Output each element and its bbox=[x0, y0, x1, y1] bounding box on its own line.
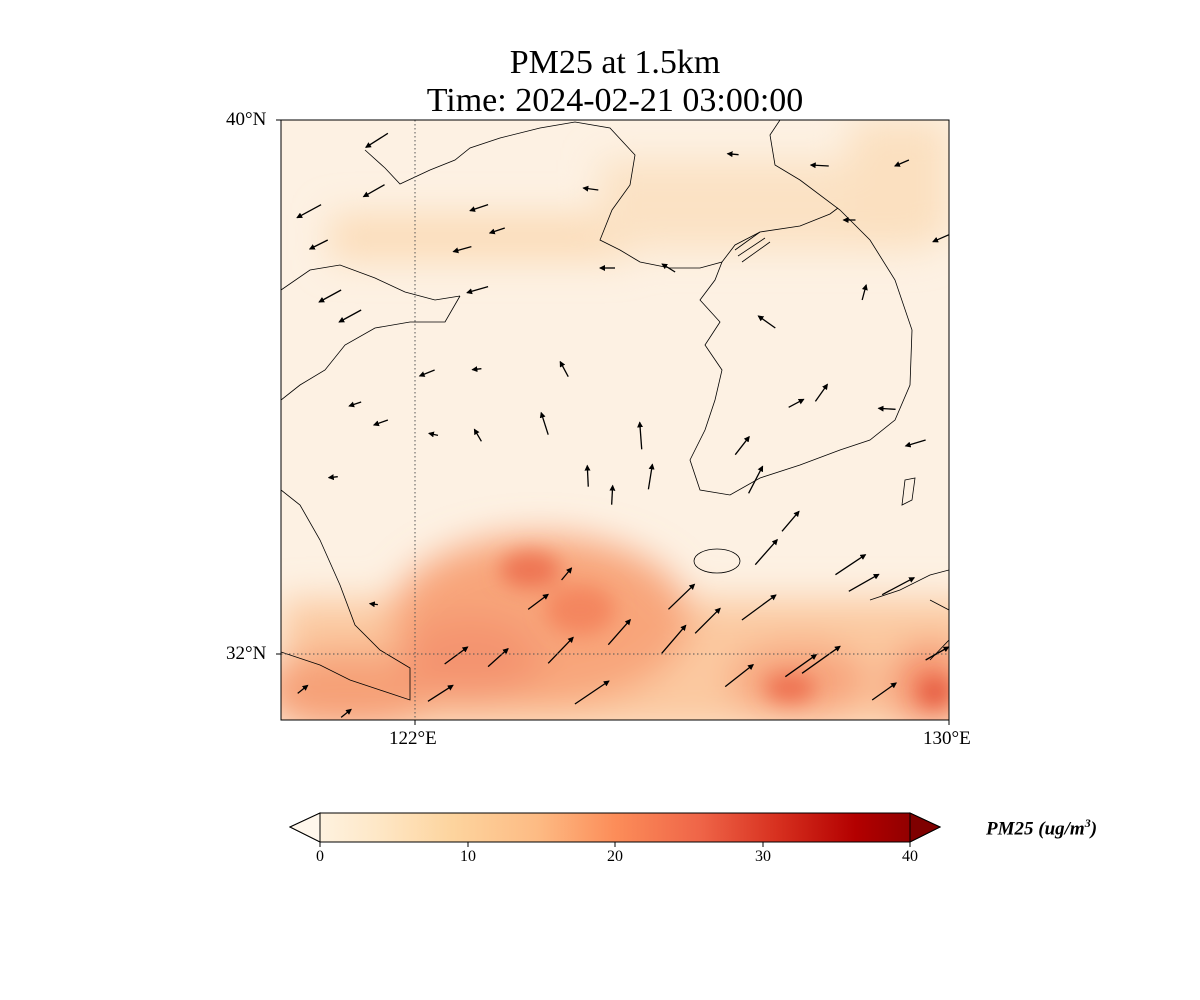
wind-arrow bbox=[308, 239, 329, 250]
wind-vectors bbox=[296, 132, 949, 718]
wind-arrow bbox=[527, 593, 549, 610]
wind-arrow bbox=[584, 464, 591, 487]
wind-arrow bbox=[296, 204, 322, 219]
map-frame bbox=[280, 119, 950, 721]
wind-arrow bbox=[418, 369, 435, 377]
wind-arrow bbox=[784, 654, 818, 678]
lon-tick-130e: 130°E bbox=[923, 728, 971, 749]
wind-arrow bbox=[734, 435, 750, 456]
wind-arrow bbox=[327, 474, 338, 481]
wind-arrow bbox=[559, 360, 569, 377]
wind-arrow bbox=[814, 383, 828, 402]
colorbar-label-close: ) bbox=[1090, 818, 1098, 840]
wind-arrow bbox=[607, 618, 631, 646]
wind-arrow bbox=[368, 601, 378, 608]
wind-arrow bbox=[694, 607, 721, 634]
wind-arrow bbox=[724, 664, 755, 688]
lat-tick-40n: 40°N bbox=[226, 109, 267, 130]
lat-tick-32n: 32°N bbox=[226, 643, 267, 664]
colorbar-tick-label: 10 bbox=[460, 848, 476, 865]
colorbar bbox=[288, 812, 942, 847]
colorbar-tick-label: 0 bbox=[316, 848, 324, 865]
wind-arrow bbox=[539, 411, 549, 435]
wind-arrow bbox=[561, 567, 573, 581]
wind-arrow bbox=[466, 286, 489, 295]
plot-subtitle: Time: 2024-02-21 03:00:00 bbox=[426, 82, 804, 119]
wind-arrow bbox=[365, 132, 389, 148]
wind-arrow bbox=[318, 289, 342, 303]
wind-arrow bbox=[877, 405, 896, 412]
wind-arrow bbox=[488, 227, 505, 235]
wind-arrow bbox=[582, 185, 599, 192]
wind-arrow bbox=[427, 684, 454, 702]
wind-arrow bbox=[661, 263, 676, 273]
wind-arrow bbox=[340, 708, 352, 718]
colorbar-tick-label: 40 bbox=[902, 848, 918, 865]
wind-arrow bbox=[661, 624, 687, 654]
wind-arrow bbox=[881, 577, 916, 596]
colorbar-label-text: PM25 (ug/m bbox=[986, 818, 1085, 840]
wind-arrow bbox=[809, 162, 829, 169]
wind-arrow bbox=[848, 573, 880, 592]
wind-arrow bbox=[637, 421, 644, 450]
colorbar-label-superscript: 3 bbox=[1084, 816, 1091, 830]
wind-arrow bbox=[871, 682, 897, 701]
wind-arrow bbox=[741, 594, 777, 621]
wind-arrow bbox=[781, 510, 800, 532]
wind-arrow bbox=[647, 463, 655, 490]
wind-arrow bbox=[469, 204, 489, 212]
wind-arrow bbox=[473, 428, 482, 442]
lon-tick-122e: 122°E bbox=[389, 728, 437, 749]
wind-arrow bbox=[487, 647, 509, 668]
wind-arrow bbox=[471, 366, 482, 373]
wind-arrow bbox=[428, 431, 439, 438]
wind-arrow bbox=[609, 484, 616, 505]
wind-arrow bbox=[726, 151, 739, 158]
colorbar-extend-min bbox=[288, 812, 321, 843]
wind-arrow bbox=[574, 680, 610, 705]
wind-arrow bbox=[547, 636, 574, 664]
pm25-field bbox=[281, 120, 949, 720]
colorbar-extend-max bbox=[909, 812, 942, 843]
wind-arrow bbox=[788, 398, 805, 408]
wind-arrow bbox=[835, 554, 867, 576]
wind-arrow bbox=[372, 419, 389, 427]
wind-arrow bbox=[904, 439, 926, 448]
wind-arrow bbox=[757, 315, 776, 329]
wind-arrow bbox=[452, 246, 472, 254]
wind-arrow bbox=[667, 583, 696, 610]
wind-arrow bbox=[297, 684, 309, 694]
wind-arrow bbox=[348, 401, 362, 408]
wind-arrow bbox=[754, 538, 778, 566]
plot-title: PM25 at 1.5km bbox=[509, 44, 721, 81]
colorbar-tick-label: 20 bbox=[607, 848, 623, 865]
colorbar-tick-label: 30 bbox=[755, 848, 771, 865]
wind-arrow bbox=[362, 184, 385, 198]
wind-arrow bbox=[932, 234, 949, 243]
wind-arrow bbox=[894, 159, 910, 167]
wind-arrow bbox=[338, 309, 362, 323]
colorbar-label: PM25 (ug/m3) bbox=[986, 816, 1097, 840]
wind-arrow bbox=[748, 465, 764, 494]
wind-arrow bbox=[861, 284, 868, 301]
coastlines bbox=[281, 120, 949, 701]
wind-arrow bbox=[444, 646, 469, 665]
wind-arrow bbox=[801, 645, 841, 674]
